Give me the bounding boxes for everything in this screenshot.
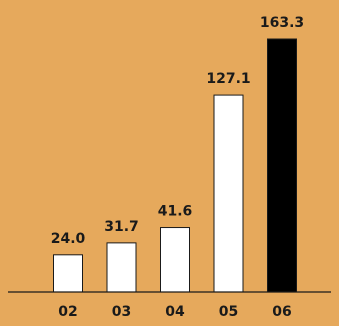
x-tick-label-06: 06 [272, 304, 291, 320]
bar-03 [106, 242, 137, 293]
value-label-04: 41.6 [158, 204, 193, 220]
bar-02 [53, 254, 83, 293]
bar-06 [267, 38, 297, 293]
tick-labels-group: 02 03 04 05 06 [58, 304, 291, 320]
x-tick-label-02: 02 [58, 304, 77, 320]
value-labels-group: 24.0 31.7 41.6 127.1 163.3 [51, 15, 304, 247]
x-tick-label-04: 04 [165, 304, 185, 320]
bars-group [53, 38, 297, 293]
value-label-03: 31.7 [104, 219, 139, 235]
bar-04 [160, 227, 190, 293]
bar-05 [213, 94, 244, 293]
value-label-05: 127.1 [206, 71, 250, 87]
x-tick-label-03: 03 [112, 304, 131, 320]
value-label-06: 163.3 [260, 15, 304, 31]
x-tick-label-05: 05 [219, 304, 238, 320]
value-label-02: 24.0 [51, 231, 86, 247]
